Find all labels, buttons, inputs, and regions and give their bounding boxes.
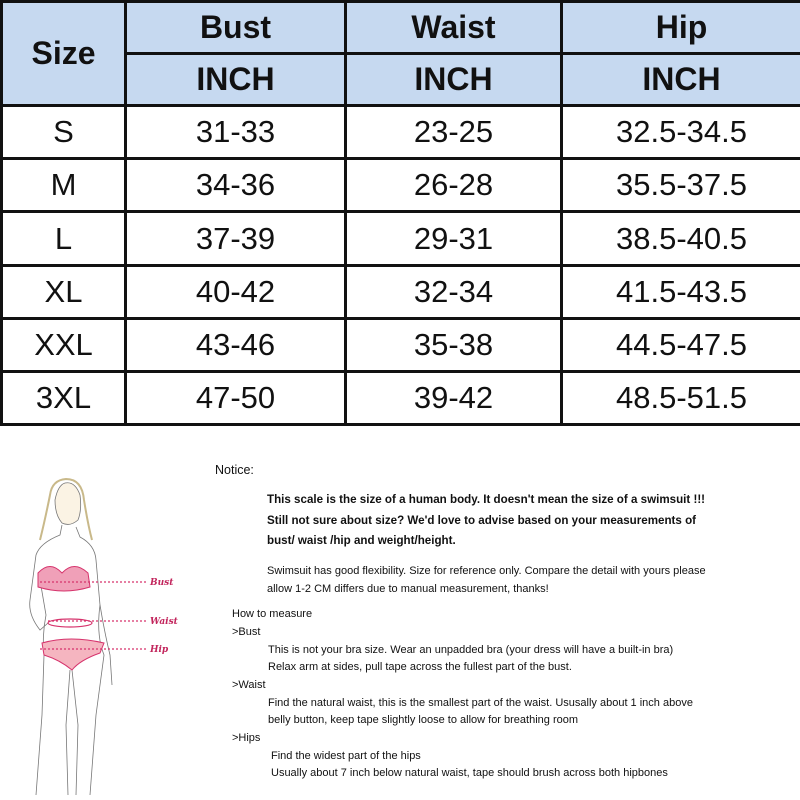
bust-cell: 34-36 [124, 157, 347, 214]
size-row: M 34-36 26-28 35.5-37.5 [0, 157, 800, 214]
hips-instruction: Usually about 7 inch below natural waist… [271, 767, 668, 779]
figure-sketch [29, 477, 113, 796]
waist-unit: INCH [344, 52, 563, 108]
hip-header: Hip [560, 0, 800, 56]
size-chart-table: Size Bust Waist Hip INCH INCH INCH S 31-3… [0, 0, 800, 427]
notice-bold-line: This scale is the size of a human body. … [267, 493, 706, 506]
size-cell: M [0, 157, 127, 214]
notice-bold-line: Still not sure about size? We'd love to … [267, 514, 697, 527]
body-measurement-figure: Bust Waist Hip [29, 477, 179, 796]
measure-lines [40, 581, 148, 650]
size-row: XL 40-42 32-34 41.5-43.5 [0, 263, 800, 320]
bust-cell: 31-33 [124, 104, 347, 161]
size-cell: XL [0, 263, 127, 320]
waist-cell: 35-38 [344, 316, 563, 373]
hip-cell: 35.5-37.5 [560, 157, 800, 214]
bust-cell: 40-42 [124, 263, 347, 320]
waist-label: Waist [150, 617, 179, 627]
hip-label: Hip [149, 645, 169, 655]
bust-cell: 43-46 [124, 316, 347, 373]
waist-instruction: Find the natural waist, this is the smal… [268, 697, 693, 709]
hip-cell: 32.5-34.5 [560, 104, 800, 161]
notice-note-line: allow 1-2 CM differs due to manual measu… [267, 583, 549, 595]
notice-note-line: Swimsuit has good flexibility. Size for … [267, 565, 706, 577]
hip-cell: 41.5-43.5 [560, 263, 800, 320]
bust-instruction: This is not your bra size. Wear an unpad… [268, 644, 674, 656]
waist-cell: 29-31 [344, 210, 563, 267]
bikini [37, 566, 105, 671]
header-row: Size Bust Waist Hip [0, 0, 800, 108]
waist-cell: 39-42 [344, 369, 563, 427]
notice-title: Notice: [215, 463, 254, 477]
hips-heading: >Hips [232, 732, 261, 744]
bust-heading: >Bust [232, 626, 261, 638]
notice-bold-line: bust/ waist /hip and weight/height. [267, 534, 456, 547]
bust-cell: 37-39 [124, 210, 347, 267]
bust-unit: INCH [124, 52, 347, 108]
how-to-title: How to measure [232, 608, 313, 620]
size-row: XXL 43-46 35-38 44.5-47.5 [0, 316, 800, 373]
waist-heading: >Waist [232, 679, 266, 691]
waist-cell: 23-25 [344, 104, 563, 161]
hip-cell: 38.5-40.5 [560, 210, 800, 267]
size-cell: 3XL [0, 369, 127, 427]
size-header: Size [0, 0, 127, 108]
waist-cell: 32-34 [344, 263, 563, 320]
waist-instruction: belly button, keep tape slightly loose t… [268, 714, 579, 726]
size-cell: S [0, 104, 127, 161]
hip-unit: INCH [560, 52, 800, 108]
bust-cell: 47-50 [124, 369, 347, 427]
waist-header: Waist [344, 0, 563, 56]
size-cell: XXL [0, 316, 127, 373]
size-row: S 31-33 23-25 32.5-34.5 [0, 104, 800, 161]
bust-instruction: Relax arm at sides, pull tape across the… [268, 661, 572, 673]
size-row: L 37-39 29-31 38.5-40.5 [0, 210, 800, 267]
waist-cell: 26-28 [344, 157, 563, 214]
bust-label: Bust [149, 578, 174, 588]
unit-row: INCH INCH INCH [2, 52, 800, 108]
hip-cell: 48.5-51.5 [560, 369, 800, 427]
hip-cell: 44.5-47.5 [560, 316, 800, 373]
hips-instruction: Find the widest part of the hips [271, 750, 421, 762]
bust-header: Bust [124, 0, 347, 56]
size-row: 3XL 47-50 39-42 48.5-51.5 [0, 369, 800, 427]
size-cell: L [0, 210, 127, 267]
